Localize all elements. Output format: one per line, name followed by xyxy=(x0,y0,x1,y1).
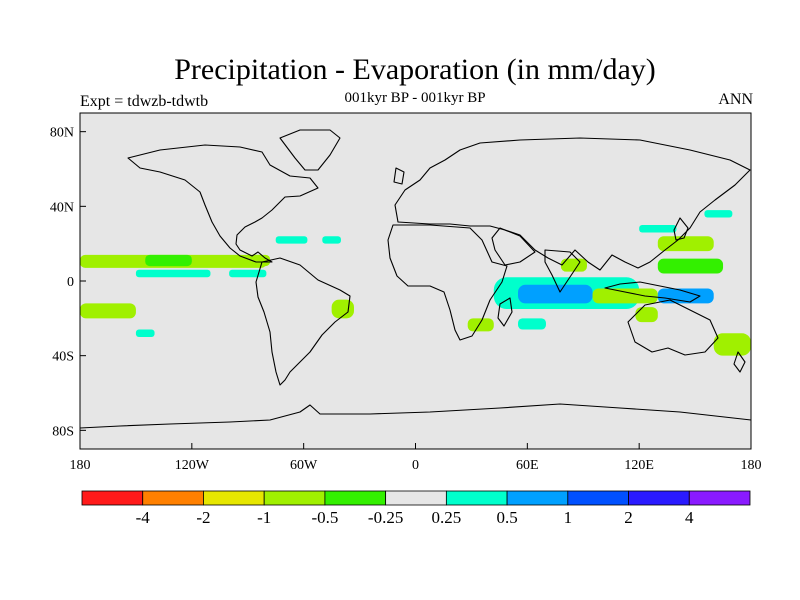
region-caribbean xyxy=(275,236,308,244)
x-tick-label: 120E xyxy=(624,458,654,473)
coastline-arabia xyxy=(491,227,536,266)
x-tick-label: 60E xyxy=(516,458,539,473)
x-tick-label: 180 xyxy=(741,458,762,473)
region-philippine-sea xyxy=(639,225,677,233)
region-west-pacific-band xyxy=(657,258,724,274)
colorbar-box xyxy=(445,490,508,506)
y-tick-label: 40S xyxy=(52,350,74,365)
colorbar-label: 2 xyxy=(624,508,633,527)
region-north-pacific-patch xyxy=(704,210,733,218)
x-tick-label: 120W xyxy=(175,458,210,473)
region-australia-north xyxy=(635,307,658,323)
colorbar-box xyxy=(142,490,204,506)
region-indian-ocean-core xyxy=(518,284,593,304)
y-tick-label: 80N xyxy=(50,126,74,141)
coastline-antarctica xyxy=(79,403,752,429)
region-indian-ocean-south xyxy=(518,318,546,330)
colorbar-box xyxy=(506,490,569,506)
colorbar-label: -4 xyxy=(136,508,151,527)
coastline-north-america xyxy=(127,144,319,263)
coastlines xyxy=(79,129,752,429)
region-mozambique-channel xyxy=(467,318,494,332)
map-background xyxy=(80,113,751,449)
x-tick-label: 180 xyxy=(70,458,91,473)
colorbar-label: -0.25 xyxy=(368,508,403,527)
contour-regions xyxy=(80,210,751,356)
colorbar: -4 -2 -1 -0.5 -0.25 0.25 0.5 1 2 4 xyxy=(81,490,751,527)
x-tick-label: 60W xyxy=(290,458,318,473)
coastline-africa xyxy=(387,224,508,341)
y-tick-label: 0 xyxy=(67,275,74,290)
region-south-pacific-patch xyxy=(135,329,155,337)
coastline-japan xyxy=(673,217,689,241)
coastline-british-isles xyxy=(393,167,405,185)
region-central-america xyxy=(244,254,271,267)
colorbar-label: 1 xyxy=(564,508,573,527)
experiment-label: Expt = tdwzb-tdwtb xyxy=(80,93,209,110)
colorbar-label: 0.5 xyxy=(496,508,517,527)
colorbar-box xyxy=(385,490,447,506)
map-subtitle: 001kyr BP - 001kyr BP xyxy=(344,90,486,106)
coastline-south-america xyxy=(255,257,351,386)
y-tick-label: 80S xyxy=(52,424,74,439)
colorbar-box xyxy=(628,490,690,506)
region-bay-of-bengal xyxy=(560,258,587,272)
coastline-madagascar xyxy=(497,297,513,327)
colorbar-box xyxy=(688,490,751,506)
x-tick-label: 0 xyxy=(412,458,419,473)
region-east-pacific-south xyxy=(135,269,211,278)
colorbar-box xyxy=(567,490,629,506)
region-brazil-east xyxy=(331,299,354,319)
colorbar-box xyxy=(203,490,265,506)
colorbar-box xyxy=(324,490,387,506)
region-central-pacific-band xyxy=(145,254,192,267)
map-title: Precipitation - Evaporation (in mm/day) xyxy=(174,53,656,86)
x-axis-ticks: 180 120W 60W 0 60E 120E 180 xyxy=(70,443,762,473)
region-south-pacific-east xyxy=(713,333,751,356)
colorbar-box xyxy=(81,490,144,506)
coastline-greenland xyxy=(279,129,341,171)
region-west-pacific-south xyxy=(657,288,714,304)
coastline-india xyxy=(544,249,581,293)
y-tick-label: 40N xyxy=(50,200,74,215)
region-panama-coast xyxy=(229,269,267,278)
coastline-indonesia xyxy=(604,281,701,303)
colorbar-box xyxy=(263,490,326,506)
colorbar-label: -1 xyxy=(257,508,271,527)
region-north-atlantic-east xyxy=(322,236,341,244)
region-south-pacific-west xyxy=(80,303,136,319)
region-indonesia xyxy=(592,288,658,304)
coastline-new-zealand xyxy=(733,351,746,373)
colorbar-label: 4 xyxy=(685,508,694,527)
colorbar-label: 0.25 xyxy=(431,508,461,527)
region-west-pacific-north xyxy=(657,236,714,252)
y-axis-ticks: 80N 40N 0 40S 80S xyxy=(50,126,86,439)
colorbar-label: -2 xyxy=(196,508,210,527)
season-label: ANN xyxy=(718,91,753,108)
colorbar-label: -0.5 xyxy=(311,508,338,527)
coastline-australia xyxy=(627,299,719,356)
